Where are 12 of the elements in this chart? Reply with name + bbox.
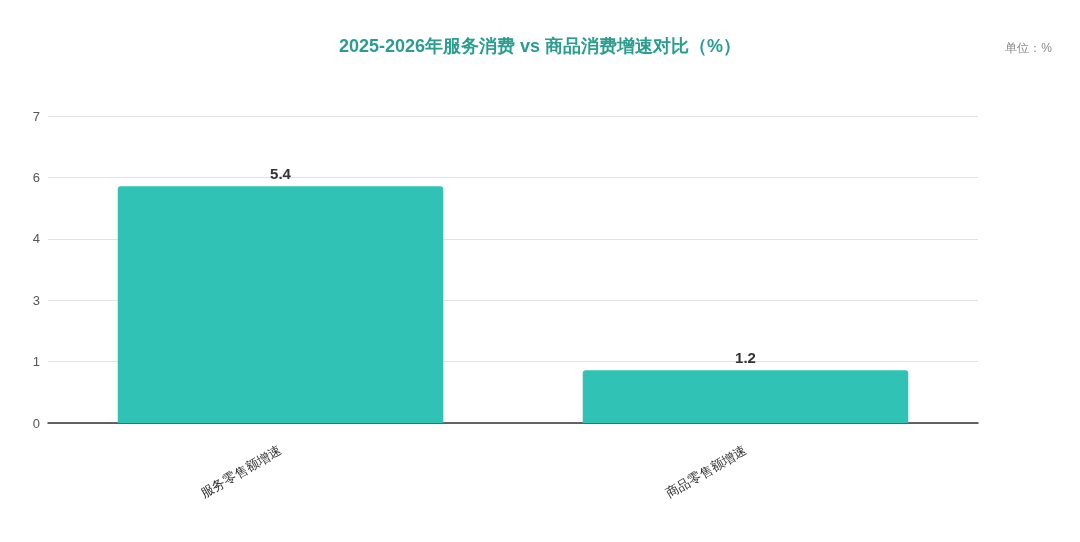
y-tick-label: 7 <box>32 108 40 124</box>
x-tick-label: 商品零售额增速 <box>662 442 750 501</box>
y-tick-label: 4 <box>32 231 40 247</box>
y-tick-label: 1 <box>32 354 40 370</box>
y-tick-label: 6 <box>32 169 40 185</box>
y-tick-label: 0 <box>32 415 40 431</box>
text: 单位：% <box>1005 41 1053 55</box>
data-label: 1.2 <box>735 349 756 367</box>
chart-title: 2025-2026年服务消费 vs 商品消费增速对比（%） <box>338 36 742 56</box>
data-label: 5.4 <box>270 165 292 183</box>
y-tick-label: 3 <box>32 292 40 308</box>
x-tick-label: 服务零售额增速 <box>197 442 285 501</box>
